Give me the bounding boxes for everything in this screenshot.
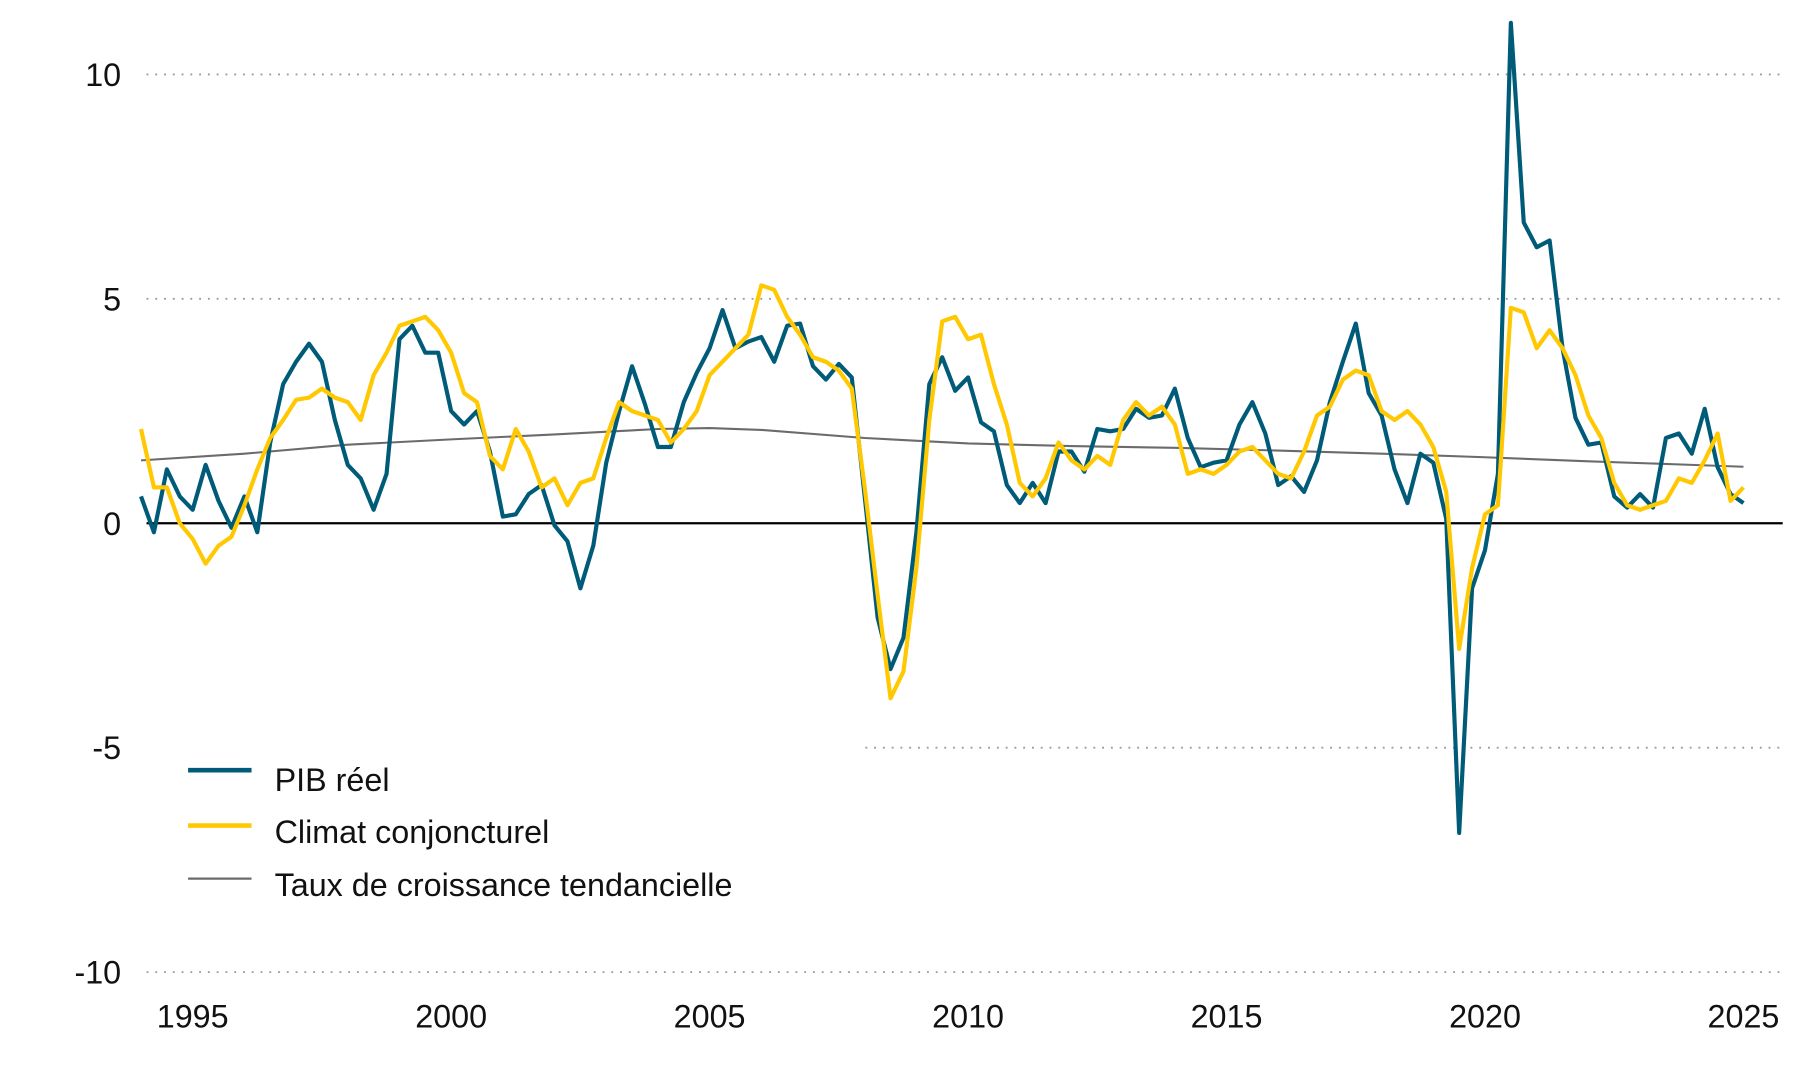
y-tick-label: 10	[85, 57, 121, 93]
y-tick-label: 0	[103, 506, 121, 542]
legend-label-trend: Taux de croissance tendancielle	[275, 867, 733, 903]
x-tick-label: 2000	[415, 999, 487, 1035]
x-tick-label: 1995	[157, 999, 229, 1035]
climat-conjoncturel-line	[138, 283, 1745, 701]
legend: PIB réel Climat conjoncturel Taux de cro…	[188, 762, 732, 903]
pib-reel-line	[139, 20, 1745, 836]
y-tick-label: -10	[74, 955, 121, 991]
y-axis: 10 5 0 -5 -10	[74, 57, 121, 991]
x-tick-label: 2015	[1191, 999, 1263, 1035]
series-lines	[138, 20, 1745, 836]
x-tick-label: 2010	[932, 999, 1004, 1035]
y-tick-label: -5	[92, 730, 121, 766]
y-tick-label: 5	[103, 281, 121, 317]
x-tick-label: 2005	[674, 999, 746, 1035]
legend-label-climat: Climat conjoncturel	[275, 814, 550, 850]
x-tick-label: 2020	[1449, 999, 1521, 1035]
gridlines	[146, 73, 1783, 974]
x-tick-label: 2025	[1708, 999, 1780, 1035]
x-axis: 1995 2000 2005 2010 2015 2020 2025	[157, 999, 1780, 1035]
legend-label-pib: PIB réel	[275, 762, 390, 798]
